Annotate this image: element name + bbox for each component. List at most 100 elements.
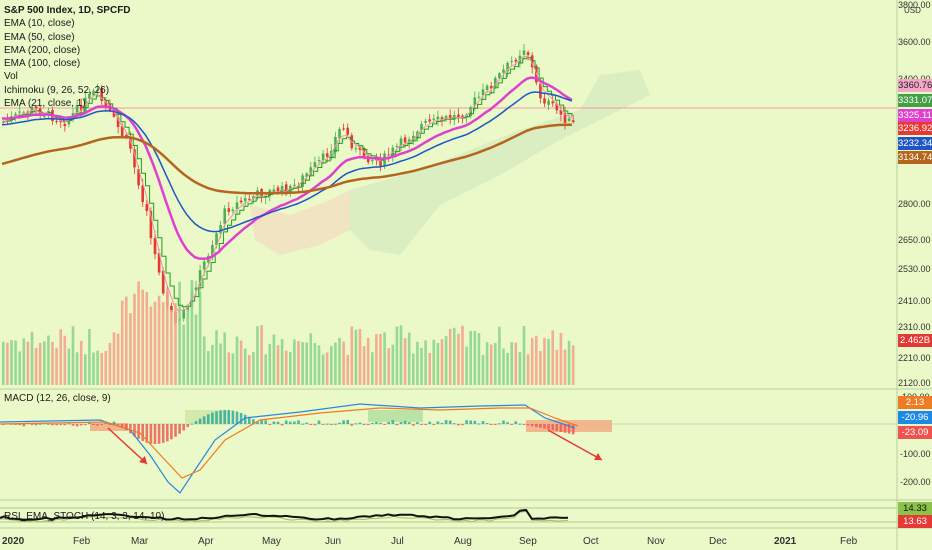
macd-histogram-bar bbox=[440, 422, 444, 424]
volume-bar bbox=[494, 343, 497, 385]
macd-histogram-bar bbox=[412, 424, 415, 426]
macd-signal-line bbox=[0, 407, 579, 479]
candle-up bbox=[293, 184, 296, 186]
volume-bar bbox=[141, 289, 144, 385]
macd-histogram-bar bbox=[166, 424, 169, 442]
volume-bar bbox=[79, 340, 83, 385]
volume-bar bbox=[489, 344, 493, 385]
legend-ema100[interactable]: EMA (100, close) bbox=[4, 58, 81, 70]
volume-bar bbox=[219, 343, 222, 385]
volume-bar bbox=[47, 335, 50, 385]
volume-bar bbox=[116, 333, 120, 385]
macd-histogram-bar bbox=[182, 424, 185, 431]
volume-bar bbox=[375, 334, 378, 385]
volume-bar bbox=[112, 332, 116, 385]
macd-histogram-bar bbox=[59, 424, 62, 425]
candle-down bbox=[141, 185, 144, 203]
y-tick: 2120.00 bbox=[898, 378, 931, 388]
volume-bar bbox=[539, 350, 542, 385]
legend-vol[interactable]: Vol bbox=[4, 71, 18, 83]
volume-bar bbox=[293, 339, 296, 385]
volume-bar bbox=[498, 326, 501, 385]
macd-histogram-bar bbox=[34, 424, 38, 426]
x-tick: Nov bbox=[647, 536, 665, 547]
macd-histogram-bar bbox=[383, 424, 386, 425]
volume-bar bbox=[571, 345, 575, 385]
volume-bar bbox=[371, 352, 374, 385]
volume-bar bbox=[145, 291, 149, 385]
macd-histogram-bar bbox=[489, 424, 493, 425]
volume-bar bbox=[518, 352, 522, 385]
volume-bar bbox=[215, 330, 218, 385]
rsi-title[interactable]: RSI_EMA_STOCH (14, 3, 3, 14, 10) bbox=[4, 511, 165, 522]
macd-histogram-bar bbox=[256, 421, 259, 424]
macd-highlight-box bbox=[90, 423, 128, 431]
volume-bar bbox=[252, 352, 255, 385]
macd-histogram-bar bbox=[280, 424, 284, 426]
candle-up bbox=[502, 69, 505, 73]
volume-bar bbox=[526, 354, 530, 385]
candle-down bbox=[133, 149, 136, 168]
volume-bar bbox=[280, 339, 284, 385]
legend-ema200[interactable]: EMA (200, close) bbox=[4, 44, 81, 56]
volume-bar bbox=[473, 330, 477, 385]
volume-bar bbox=[510, 342, 513, 385]
macd-title[interactable]: MACD (12, 26, close, 9) bbox=[4, 393, 111, 404]
macd-histogram-bar bbox=[211, 412, 214, 424]
candle-down bbox=[112, 110, 116, 117]
x-tick: 2021 bbox=[774, 536, 797, 547]
candle-up bbox=[338, 128, 341, 139]
macd-histogram-bar bbox=[297, 420, 300, 424]
candle-up bbox=[424, 120, 427, 123]
volume-bar bbox=[391, 344, 395, 385]
volume-bar bbox=[453, 327, 456, 385]
legend-ichimoku[interactable]: Ichimoku (9, 26, 52, 26) bbox=[4, 84, 110, 96]
macd-histogram-bar bbox=[239, 412, 243, 424]
volume-bar bbox=[342, 341, 345, 385]
macd-histogram-bar bbox=[317, 420, 321, 424]
candle-up bbox=[477, 96, 481, 98]
candle-down bbox=[555, 103, 559, 111]
macd-histogram-bar bbox=[174, 424, 177, 437]
y-axis-unit: USD bbox=[904, 6, 921, 15]
candle-up bbox=[198, 270, 202, 287]
macd-histogram-bar bbox=[153, 424, 157, 444]
volume-bar bbox=[424, 340, 427, 385]
candle-up bbox=[444, 116, 448, 120]
macd-histogram-bar bbox=[539, 424, 542, 428]
macd-histogram-bar bbox=[366, 424, 370, 425]
y-tick: 2650.00 bbox=[898, 235, 931, 245]
macd-histogram-bar bbox=[207, 414, 210, 424]
macd-histogram-bar bbox=[305, 422, 308, 424]
macd-histogram-bar bbox=[75, 424, 79, 427]
macd-histogram-bar bbox=[92, 424, 95, 425]
macd-histogram-bar bbox=[141, 424, 144, 442]
volume-bar bbox=[243, 348, 247, 385]
legend-ema10[interactable]: EMA (10, close) bbox=[4, 18, 75, 30]
volume-bar bbox=[530, 337, 534, 385]
volume-bar bbox=[6, 342, 9, 385]
legend-ema21[interactable]: EMA (21, close, 1) bbox=[4, 98, 86, 110]
volume-bar bbox=[481, 354, 485, 385]
macd-histogram-bar bbox=[457, 424, 460, 426]
volume-bar bbox=[260, 325, 263, 385]
ichimoku-cloud-bear bbox=[250, 190, 350, 255]
legend-ema50[interactable]: EMA (50, close) bbox=[4, 31, 75, 43]
y-tick: 3800.00 bbox=[898, 0, 931, 10]
macd-histogram-bar bbox=[465, 420, 468, 424]
candle-down bbox=[448, 114, 452, 120]
candle-up bbox=[252, 196, 255, 199]
y-tick: 2410.00 bbox=[898, 296, 931, 306]
macd-histogram-bar bbox=[571, 424, 575, 435]
volume-bar bbox=[563, 349, 567, 385]
macd-histogram-bar bbox=[84, 424, 87, 426]
rsi-badge-1: 14.33 bbox=[898, 502, 932, 515]
volume-bar bbox=[543, 338, 546, 385]
macd-histogram-bar bbox=[108, 424, 112, 426]
main-legend: S&P 500 Index, 1D, SPCFD EMA (10, close)… bbox=[4, 4, 131, 110]
macd-histogram-bar bbox=[301, 423, 304, 425]
macd-histogram-bar bbox=[473, 420, 477, 424]
candle-down bbox=[551, 101, 554, 104]
macd-histogram-bar bbox=[428, 421, 431, 424]
